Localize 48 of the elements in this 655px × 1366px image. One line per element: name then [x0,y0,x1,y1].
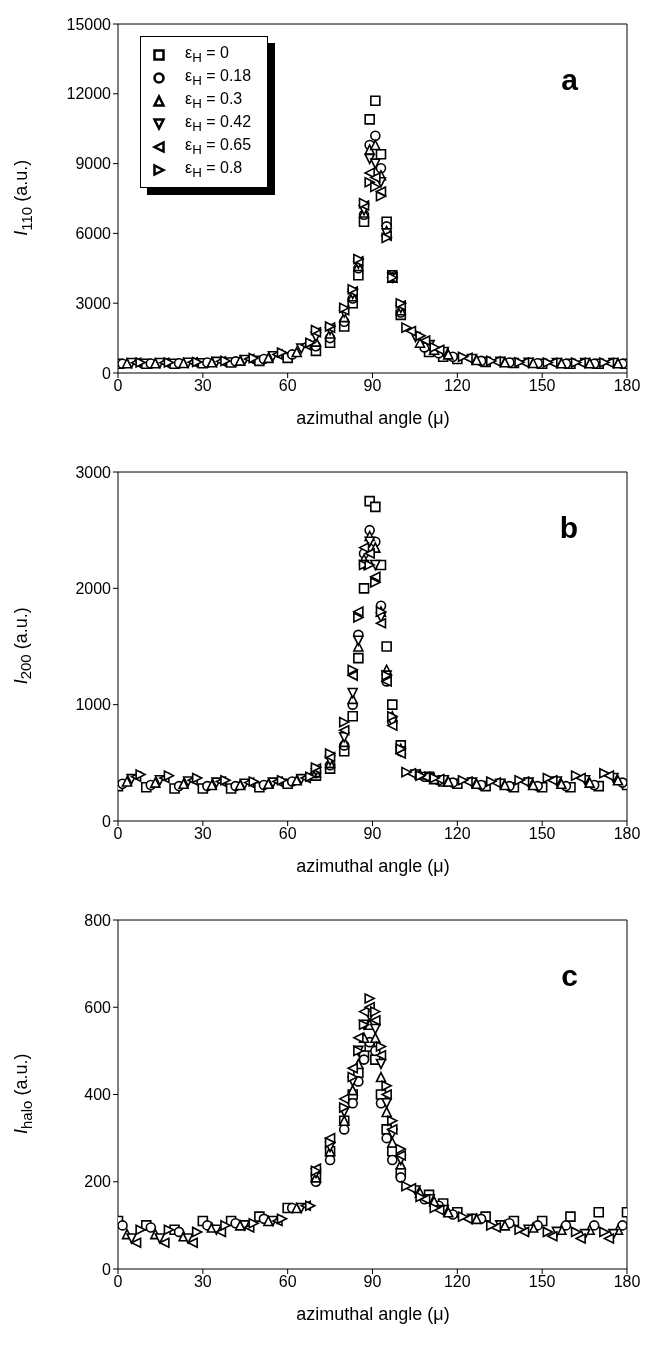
x-tick-label: 120 [443,825,471,843]
x-tick-label: 120 [443,377,471,395]
y-tick-label: 15000 [66,15,112,33]
y-tick-label: 3000 [75,463,112,481]
x-tick-label: 150 [528,377,556,395]
y-tick-label: 200 [84,1173,112,1191]
annotation: a [561,63,578,97]
x-tick-label: 60 [278,1273,297,1291]
y-tick-label: 9000 [75,155,112,173]
y-tick-label: 0 [102,364,112,382]
y-tick-label: 1000 [75,696,112,714]
x-tick-label: 30 [193,1273,212,1291]
x-tick-label: 30 [193,825,212,843]
x-tick-label: 120 [443,1273,471,1291]
y-tick-label: 0 [102,1260,112,1278]
legend-label: ε$_{H}$ = 0.8 [185,158,243,181]
x-tick-label: 90 [363,825,382,843]
y-tick-label: 400 [84,1086,112,1104]
x-tick-label: 0 [113,825,123,843]
legend-label: ε$_{H}$ = 0.3 [185,89,243,112]
x-tick-label: 180 [613,825,641,843]
legend-label: ε$_{H}$ = 0.18 [185,66,252,89]
x-axis-title: azimuthal angle (μ) [295,408,451,429]
x-tick-label: 180 [613,377,641,395]
y-tick-label: 6000 [75,225,112,243]
legend-label: ε$_{H}$ = 0 [185,43,229,66]
x-tick-label: 150 [528,1273,556,1291]
x-tick-label: 60 [278,825,297,843]
y-tick-label: 800 [84,911,112,929]
x-axis-title: azimuthal angle (μ) [295,1304,451,1325]
x-tick-label: 180 [613,1273,641,1291]
y-tick-label: 3000 [75,294,112,312]
y-tick-label: 600 [84,998,112,1016]
y-tick-label: 0 [102,812,112,830]
legend-label: ε$_{H}$ = 0.65 [185,135,252,158]
annotation: b [559,511,578,545]
x-tick-label: 60 [278,377,297,395]
x-tick-label: 150 [528,825,556,843]
y-tick-label: 12000 [66,85,112,103]
legend-label: ε$_{H}$ = 0.42 [185,112,252,135]
x-tick-label: 0 [113,377,123,395]
x-tick-label: 30 [193,377,212,395]
x-tick-label: 90 [363,1273,382,1291]
x-axis-title: azimuthal angle (μ) [295,856,451,877]
annotation: c [561,959,578,993]
x-tick-label: 90 [363,377,382,395]
x-tick-label: 0 [113,1273,123,1291]
y-tick-label: 2000 [75,580,112,598]
